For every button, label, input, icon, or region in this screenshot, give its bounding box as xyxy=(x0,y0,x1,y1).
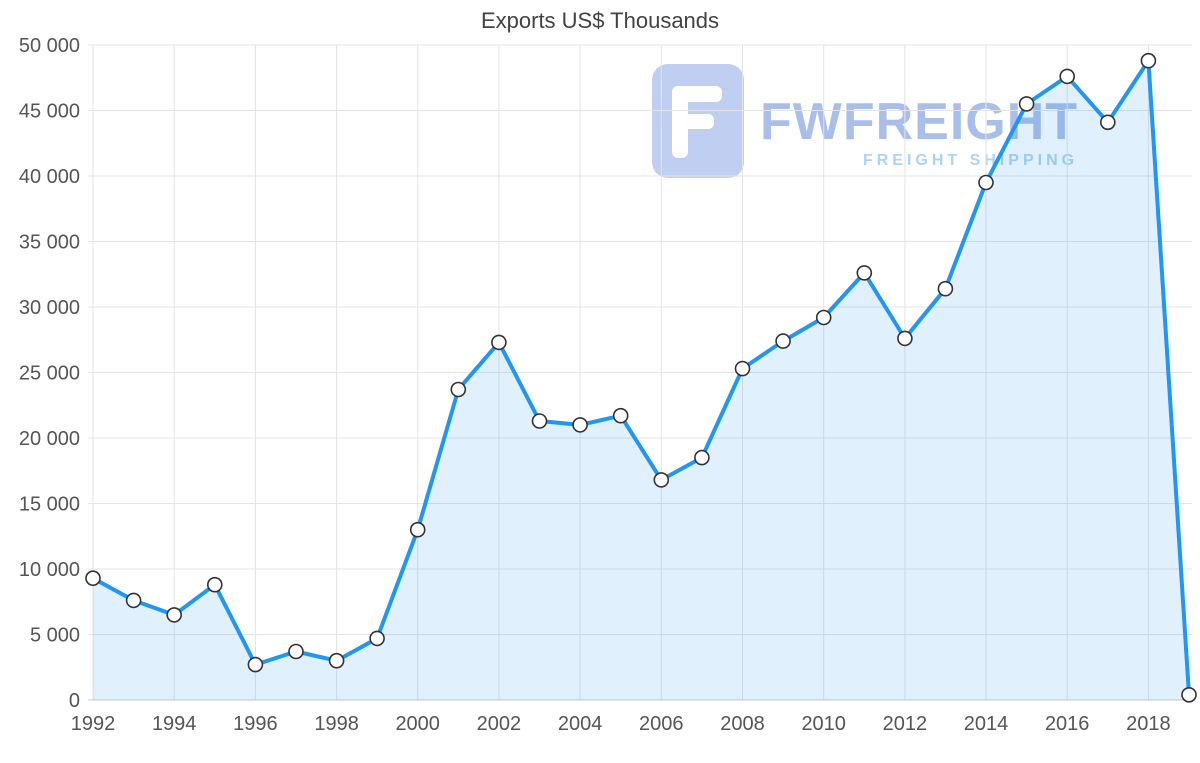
svg-text:2000: 2000 xyxy=(395,713,440,735)
svg-text:2018: 2018 xyxy=(1126,713,1171,735)
data-point xyxy=(450,381,467,398)
data-point xyxy=(369,630,385,647)
data-point xyxy=(572,417,588,433)
data-point xyxy=(247,656,264,673)
svg-text:2002: 2002 xyxy=(477,713,522,735)
data-point xyxy=(978,174,994,191)
svg-text:15 000: 15 000 xyxy=(19,494,80,516)
svg-text:0: 0 xyxy=(69,690,80,712)
data-point xyxy=(531,413,548,429)
area-fill xyxy=(93,60,1189,700)
watermark-tagline: FREIGHT SHIPPING xyxy=(862,152,1079,169)
data-point xyxy=(328,652,345,669)
data-point xyxy=(491,334,507,351)
x-axis-labels: 1992 1994 1996 1998 2000 2002 2004 2006 2008 2010… xyxy=(71,713,1171,735)
svg-text:2012: 2012 xyxy=(883,713,928,735)
data-point xyxy=(1018,96,1035,112)
svg-text:2010: 2010 xyxy=(801,713,846,735)
data-point xyxy=(856,265,873,281)
data-point xyxy=(1140,52,1157,69)
data-point xyxy=(1100,114,1116,131)
svg-text:2008: 2008 xyxy=(720,713,765,735)
line-series xyxy=(91,58,1191,697)
svg-text:1996: 1996 xyxy=(233,713,278,735)
gridlines xyxy=(88,44,1192,701)
svg-text:30 000: 30 000 xyxy=(19,297,80,319)
data-point xyxy=(166,607,182,623)
data-point xyxy=(85,570,101,587)
data-points xyxy=(85,52,1197,703)
svg-text:1998: 1998 xyxy=(314,713,359,735)
data-point xyxy=(1059,68,1075,85)
data-point xyxy=(125,592,142,609)
data-point xyxy=(815,309,832,326)
svg-text:40 000: 40 000 xyxy=(19,166,80,188)
svg-text:2006: 2006 xyxy=(639,713,684,735)
chart-title: Exports US$ Thousands xyxy=(480,8,720,33)
data-point xyxy=(775,333,791,349)
y-axis-labels: 0 5 000 10 000 15 000 20 000 25 000 30 000 35 0… xyxy=(19,35,80,712)
svg-text:1992: 1992 xyxy=(71,713,116,735)
svg-text:50 000: 50 000 xyxy=(19,35,80,57)
data-point xyxy=(897,330,913,347)
data-point xyxy=(937,280,954,297)
svg-text:35 000: 35 000 xyxy=(19,232,80,254)
data-point xyxy=(694,449,710,466)
svg-text:2016: 2016 xyxy=(1045,713,1090,735)
svg-text:45 000: 45 000 xyxy=(19,101,80,123)
svg-text:10 000: 10 000 xyxy=(19,559,80,581)
fwfreight-logo-icon xyxy=(652,64,744,178)
svg-text:2014: 2014 xyxy=(964,713,1009,735)
data-point xyxy=(653,472,670,488)
data-point xyxy=(207,576,223,593)
data-point xyxy=(612,407,629,424)
data-point xyxy=(409,521,426,538)
svg-text:20 000: 20 000 xyxy=(19,428,80,450)
data-point xyxy=(288,643,304,660)
data-point xyxy=(1181,686,1197,703)
svg-text:1994: 1994 xyxy=(152,713,197,735)
data-point xyxy=(734,360,751,377)
svg-text:5 000: 5 000 xyxy=(30,625,80,647)
svg-text:2004: 2004 xyxy=(558,713,603,735)
svg-text:25 000: 25 000 xyxy=(19,363,80,385)
